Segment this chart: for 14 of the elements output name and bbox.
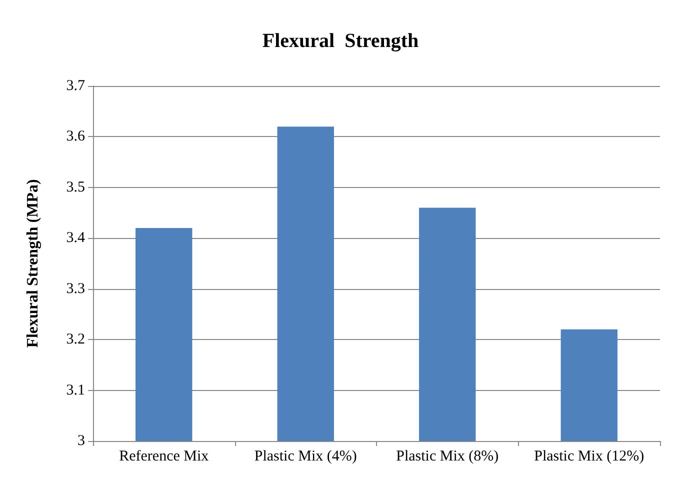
chart-title: Flexural Strength [262, 30, 419, 52]
y-axis-title: Flexural Strength (MPa) [24, 179, 42, 348]
y-tick-label: 3.6 [66, 128, 86, 145]
y-tick-label: 3 [78, 433, 85, 449]
y-tick-label: 3.2 [66, 332, 85, 348]
y-tick-label: 3.4 [66, 230, 86, 246]
x-tick-label: Reference Mix [119, 448, 210, 464]
x-tick-label: Plastic Mix (8%) [396, 448, 499, 464]
x-tick-label: Plastic Mix (4%) [254, 448, 357, 464]
y-tick-label: 3.7 [66, 78, 86, 94]
y-tick-label: 3.1 [66, 382, 85, 398]
x-tick-label: Plastic Mix (12%) [534, 448, 644, 464]
y-tick-label: 3.3 [66, 280, 85, 297]
y-tick-label: 3.5 [66, 179, 85, 196]
